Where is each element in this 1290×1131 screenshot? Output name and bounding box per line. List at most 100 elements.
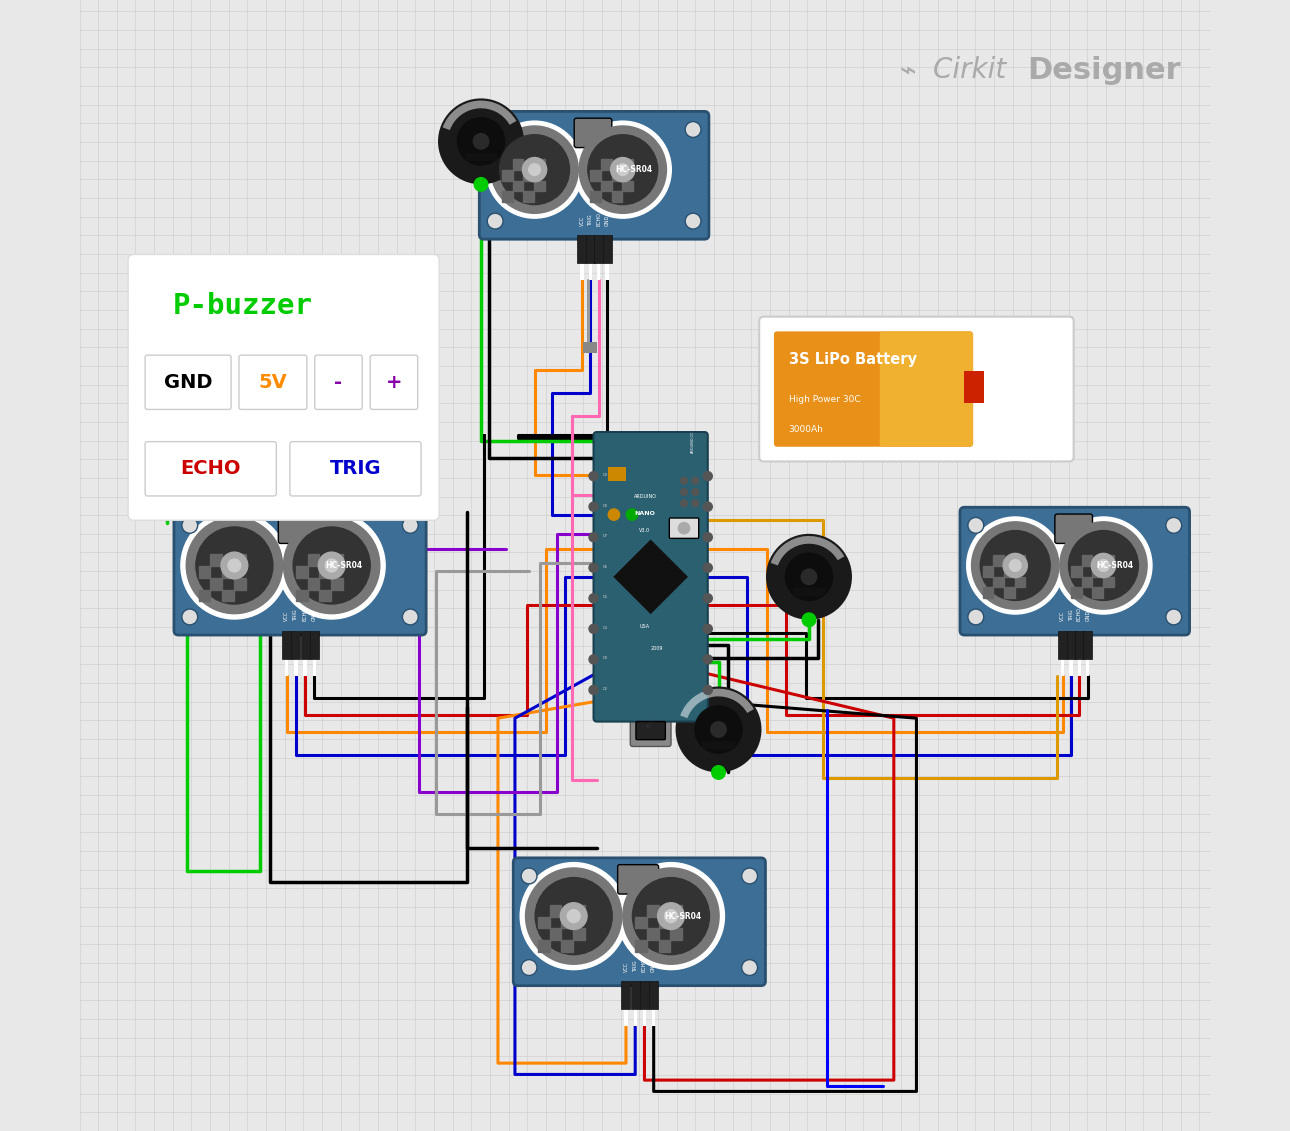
Bar	[646, 905, 659, 916]
Bar	[285, 656, 289, 675]
Bar	[1103, 555, 1113, 566]
Circle shape	[221, 552, 248, 579]
Text: HC-SR04: HC-SR04	[664, 912, 702, 921]
Text: VCC: VCC	[1060, 612, 1066, 622]
Circle shape	[458, 118, 504, 165]
FancyBboxPatch shape	[760, 317, 1073, 461]
Circle shape	[182, 608, 197, 624]
Circle shape	[966, 517, 1064, 614]
FancyBboxPatch shape	[513, 857, 765, 985]
Polygon shape	[613, 539, 688, 614]
Bar	[602, 235, 611, 264]
Text: ECHO: ECHO	[181, 459, 241, 478]
Circle shape	[325, 559, 338, 572]
Bar	[307, 578, 320, 589]
Bar	[1015, 577, 1026, 587]
Bar	[651, 1007, 655, 1027]
Text: TRIG: TRIG	[330, 459, 382, 478]
Circle shape	[679, 523, 690, 534]
Circle shape	[521, 869, 537, 884]
Circle shape	[284, 517, 379, 614]
Bar	[591, 170, 601, 181]
Circle shape	[473, 133, 489, 149]
Wedge shape	[770, 536, 845, 566]
Text: P-buzzer: P-buzzer	[173, 292, 312, 320]
Text: GND: GND	[312, 611, 317, 622]
Bar	[1084, 631, 1093, 658]
Circle shape	[1009, 560, 1022, 571]
Circle shape	[691, 477, 699, 484]
Bar	[210, 578, 222, 589]
Bar	[659, 916, 671, 929]
Bar	[1093, 587, 1103, 598]
FancyBboxPatch shape	[631, 710, 671, 746]
Bar	[312, 656, 316, 675]
Text: D5: D5	[602, 595, 608, 599]
Circle shape	[623, 867, 719, 965]
Circle shape	[664, 909, 677, 923]
FancyBboxPatch shape	[480, 112, 710, 240]
Bar	[635, 916, 646, 929]
Bar	[595, 235, 604, 264]
Text: 3000Ah: 3000Ah	[788, 425, 823, 434]
Bar	[1071, 587, 1081, 598]
FancyBboxPatch shape	[636, 722, 666, 740]
Circle shape	[691, 500, 699, 507]
Bar	[1077, 656, 1081, 675]
Bar	[578, 235, 587, 264]
Text: ARDUINO: ARDUINO	[633, 493, 657, 499]
Bar	[283, 631, 292, 658]
Bar	[502, 191, 512, 202]
Text: TRIG: TRIG	[588, 214, 593, 226]
Circle shape	[439, 98, 524, 184]
Bar	[524, 170, 534, 181]
Circle shape	[968, 518, 984, 534]
Circle shape	[1060, 521, 1147, 610]
Circle shape	[609, 509, 619, 520]
FancyBboxPatch shape	[574, 119, 611, 148]
Circle shape	[681, 477, 688, 484]
Text: TRIG: TRIG	[632, 960, 637, 972]
Bar	[633, 1007, 637, 1027]
FancyBboxPatch shape	[174, 507, 426, 636]
Text: 5V: 5V	[258, 373, 288, 391]
Bar	[295, 589, 307, 602]
Circle shape	[786, 553, 832, 601]
Bar	[294, 656, 298, 675]
Circle shape	[610, 157, 635, 182]
Circle shape	[618, 863, 725, 969]
Circle shape	[402, 608, 418, 624]
Bar	[199, 589, 210, 602]
Bar	[1086, 656, 1090, 675]
Bar	[320, 589, 332, 602]
Bar	[1071, 566, 1081, 577]
Circle shape	[1091, 553, 1116, 578]
Text: ⌁: ⌁	[899, 57, 916, 84]
Bar	[524, 191, 534, 202]
Circle shape	[568, 909, 580, 923]
Circle shape	[658, 903, 684, 930]
Circle shape	[1004, 553, 1027, 578]
Circle shape	[703, 594, 712, 603]
Circle shape	[535, 878, 613, 955]
Text: HC-SR04: HC-SR04	[615, 165, 653, 174]
Circle shape	[632, 878, 710, 955]
Circle shape	[182, 518, 197, 534]
Bar	[588, 260, 592, 280]
Bar	[320, 566, 332, 578]
Bar	[993, 577, 1004, 587]
Circle shape	[590, 563, 599, 572]
Circle shape	[703, 685, 712, 694]
Bar	[671, 929, 682, 940]
Circle shape	[491, 126, 578, 214]
Bar	[332, 578, 343, 589]
Circle shape	[703, 655, 712, 664]
Circle shape	[196, 527, 273, 604]
Text: NANO: NANO	[635, 510, 655, 516]
Bar	[1069, 656, 1073, 675]
Circle shape	[801, 569, 817, 585]
Bar	[622, 159, 633, 170]
Bar	[622, 981, 631, 1009]
Circle shape	[712, 766, 725, 779]
Bar	[1004, 587, 1015, 598]
